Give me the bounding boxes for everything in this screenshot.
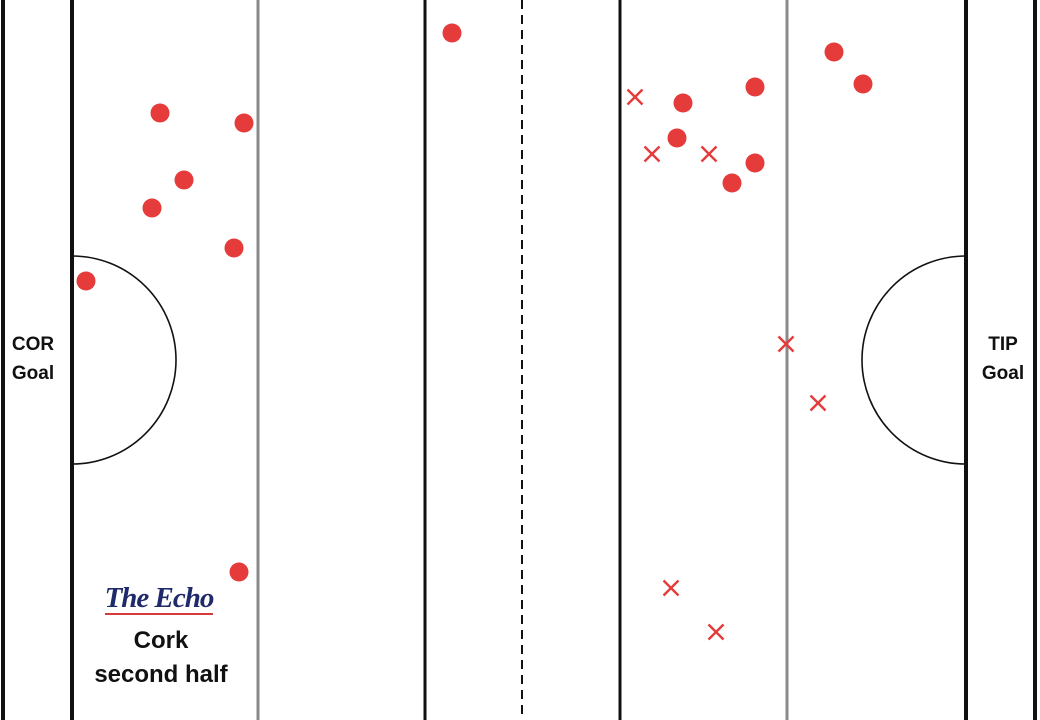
miss-marker-3	[700, 145, 718, 163]
caption: Cork second half	[74, 624, 248, 692]
point-marker-11	[745, 77, 765, 97]
caption-team: Cork	[133, 627, 189, 654]
point-marker-9	[824, 42, 844, 62]
miss-marker-2	[643, 145, 661, 163]
point-marker-12	[673, 93, 693, 113]
miss-marker-5	[809, 394, 827, 412]
semicircle-left	[71, 255, 177, 465]
caption-period: second half	[94, 661, 228, 688]
goal-label-right: TIP Goal	[970, 330, 1036, 388]
miss-marker-4	[777, 335, 795, 353]
miss-marker-6	[662, 579, 680, 597]
goal-left-team: COR	[11, 334, 55, 355]
point-marker-7	[76, 271, 96, 291]
shot-markers	[76, 23, 873, 641]
goal-right-word: Goal	[981, 363, 1025, 384]
goal-left-word: Goal	[11, 363, 55, 384]
semicircle-right	[861, 255, 967, 465]
point-marker-14	[745, 153, 765, 173]
point-marker-5	[142, 198, 162, 218]
point-marker-15	[722, 173, 742, 193]
miss-marker-7	[707, 623, 725, 641]
point-marker-13	[667, 128, 687, 148]
point-marker-10	[853, 74, 873, 94]
miss-marker-1	[626, 88, 644, 106]
point-marker-4	[174, 170, 194, 190]
publication-logo: The Echo	[74, 582, 244, 615]
point-marker-1	[442, 23, 462, 43]
point-marker-2	[150, 103, 170, 123]
point-marker-3	[234, 113, 254, 133]
point-marker-6	[224, 238, 244, 258]
point-marker-8	[229, 562, 249, 582]
goal-label-left: COR Goal	[0, 330, 66, 388]
goal-right-team: TIP	[988, 334, 1018, 355]
publication-name: The Echo	[104, 582, 215, 614]
